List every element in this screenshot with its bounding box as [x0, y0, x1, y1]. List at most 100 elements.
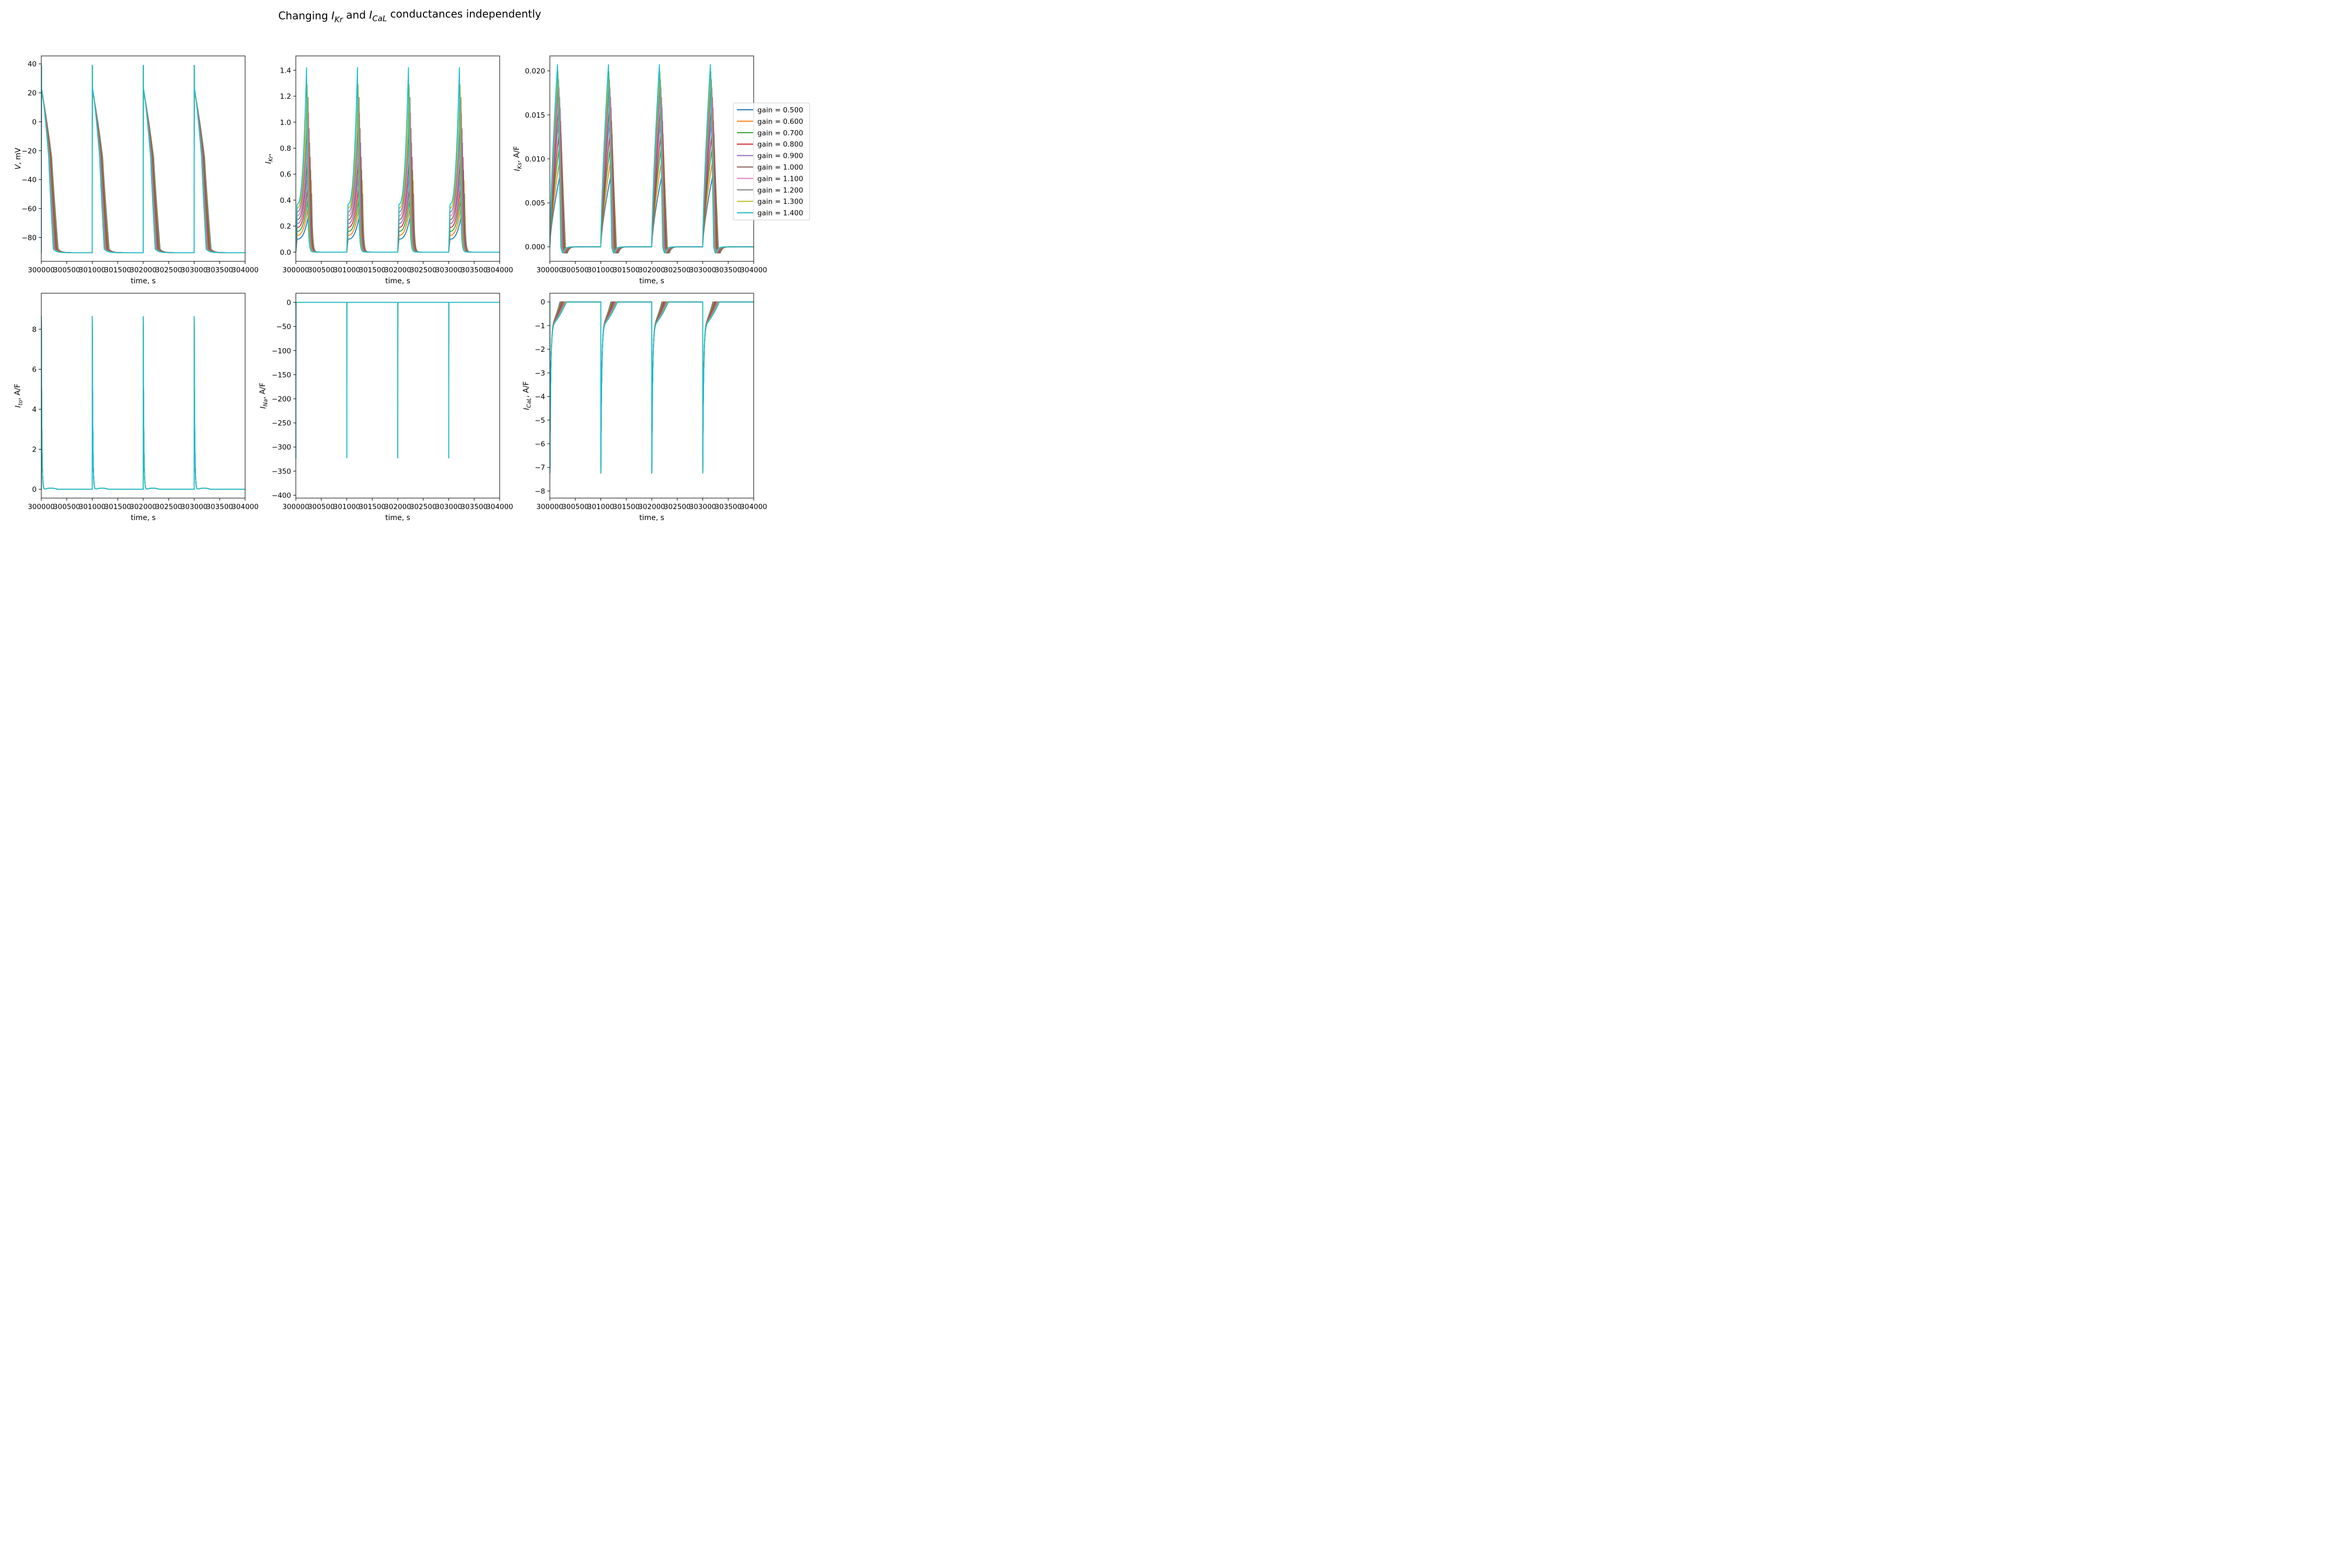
y-tick-label: 2 [32, 446, 37, 454]
x-tick-label: 302500 [155, 503, 182, 511]
y-tick-label: 4 [32, 406, 37, 414]
panel-ICaL: 3000003005003010003015003020003025003030… [522, 293, 767, 522]
x-tick-label: 300500 [53, 503, 80, 511]
x-tick-label: 301000 [79, 266, 106, 274]
y-tick-label: −20 [22, 147, 37, 155]
legend-entry: gain = 0.900 [757, 152, 803, 160]
y-tick-label: 0.4 [280, 197, 291, 205]
panel-IKr: 3000003005003010003015003020003025003030… [264, 55, 513, 285]
y-tick-label: 0.2 [280, 223, 291, 231]
y-tick-label: 0.0 [280, 248, 291, 257]
x-tick-label: 300000 [536, 503, 563, 511]
legend-entry: gain = 0.800 [757, 141, 803, 149]
series-spike-INa-9 [346, 302, 348, 458]
x-tick-label: 300000 [282, 503, 309, 511]
x-tick-label: 300000 [282, 266, 309, 274]
y-axis-label: V, mV [14, 147, 22, 169]
x-tick-label: 301500 [613, 266, 640, 274]
x-axis-label: time, s [639, 514, 664, 522]
x-tick-label: 303500 [460, 503, 488, 511]
y-tick-label: −50 [276, 323, 292, 331]
legend: gain = 0.500 gain = 0.600 gain = 0.700 gain… [733, 102, 810, 221]
y-tick-label: 0 [32, 118, 37, 126]
panel-IKs: 3000003005003010003015003020003025003030… [513, 55, 767, 285]
panel-V: 3000003005003010003015003020003025003030… [14, 55, 259, 285]
x-tick-label: 302500 [410, 266, 437, 274]
plot-area-IKs [550, 64, 754, 253]
y-axis-label: IKr, [264, 154, 274, 164]
x-tick-label: 304000 [740, 266, 767, 274]
x-tick-label: 303000 [435, 503, 463, 511]
x-tick-label: 303500 [714, 266, 742, 274]
legend-entry: gain = 0.600 [757, 118, 803, 126]
y-tick-label: −40 [22, 176, 37, 185]
legend-entry: gain = 1.400 [757, 209, 803, 217]
x-tick-label: 303000 [181, 266, 208, 274]
x-tick-label: 303500 [460, 266, 488, 274]
x-tick-label: 300500 [308, 266, 335, 274]
y-tick-label: 0.010 [525, 155, 545, 164]
x-tick-label: 301000 [333, 503, 361, 511]
y-tick-label: 40 [28, 60, 37, 68]
legend-entry: gain = 0.700 [757, 129, 803, 137]
y-tick-label: −4 [535, 393, 545, 401]
x-tick-label: 303500 [206, 266, 233, 274]
x-axis-label: time, s [385, 514, 410, 522]
x-tick-label: 301000 [79, 503, 106, 511]
y-tick-label: 0.020 [525, 67, 545, 76]
y-axis-label: Ito, A/F [14, 384, 24, 408]
x-tick-label: 300500 [562, 503, 589, 511]
x-tick-label: 301000 [587, 266, 615, 274]
x-tick-label: 303500 [714, 503, 742, 511]
x-axis-label: time, s [385, 277, 410, 285]
series-line-IKs-9 [550, 64, 754, 253]
x-axis-label: time, s [131, 277, 156, 285]
figure: Changing IKr and ICaL conductances indep… [0, 0, 818, 546]
x-axis-label: time, s [639, 277, 664, 285]
y-tick-label: −3 [535, 369, 545, 377]
y-tick-label: 1.0 [280, 119, 291, 127]
x-tick-label: 302000 [130, 266, 157, 274]
x-tick-label: 302500 [155, 266, 182, 274]
x-tick-label: 304000 [232, 266, 259, 274]
x-axis-label: time, s [131, 514, 156, 522]
x-tick-label: 301500 [104, 503, 131, 511]
x-tick-label: 303500 [206, 503, 233, 511]
y-axis-label: INa, A/F [259, 383, 269, 409]
y-tick-label: 1.2 [280, 93, 291, 101]
plot-area-IKr [296, 67, 500, 253]
y-tick-label: 20 [28, 89, 37, 98]
x-tick-label: 302000 [638, 266, 665, 274]
x-tick-label: 302500 [664, 503, 691, 511]
y-tick-label: 0 [32, 486, 37, 494]
x-tick-label: 301500 [613, 503, 640, 511]
x-tick-label: 302000 [384, 503, 411, 511]
y-axis-label: IKs, A/F [513, 146, 523, 171]
x-tick-label: 302500 [410, 503, 437, 511]
panel-INa: 3000003005003010003015003020003025003030… [259, 293, 513, 522]
y-tick-label: −150 [272, 371, 291, 379]
x-tick-label: 301500 [104, 266, 131, 274]
y-tick-label: −2 [535, 345, 545, 354]
x-tick-label: 304000 [740, 503, 767, 511]
x-tick-label: 300000 [536, 266, 563, 274]
series-line-ICaL-9 [550, 301, 754, 466]
y-tick-label: −5 [535, 417, 545, 425]
y-tick-label: −100 [272, 347, 291, 355]
x-tick-label: 304000 [486, 266, 513, 274]
x-tick-label: 303000 [689, 266, 717, 274]
x-tick-label: 302000 [384, 266, 411, 274]
y-tick-label: −8 [535, 487, 545, 495]
y-tick-label: 0.005 [525, 199, 545, 207]
y-tick-label: 0.8 [280, 144, 291, 153]
y-tick-label: −60 [22, 205, 37, 213]
y-tick-label: 0.000 [525, 243, 545, 251]
x-tick-label: 301500 [359, 266, 386, 274]
y-axis-label: ICaL, A/F [522, 381, 533, 410]
y-tick-label: −350 [272, 467, 291, 476]
y-tick-label: −400 [272, 491, 291, 500]
x-tick-label: 301000 [333, 266, 361, 274]
x-tick-label: 300500 [53, 266, 80, 274]
legend-entry: gain = 1.100 [757, 175, 803, 183]
y-tick-label: 6 [32, 365, 37, 374]
